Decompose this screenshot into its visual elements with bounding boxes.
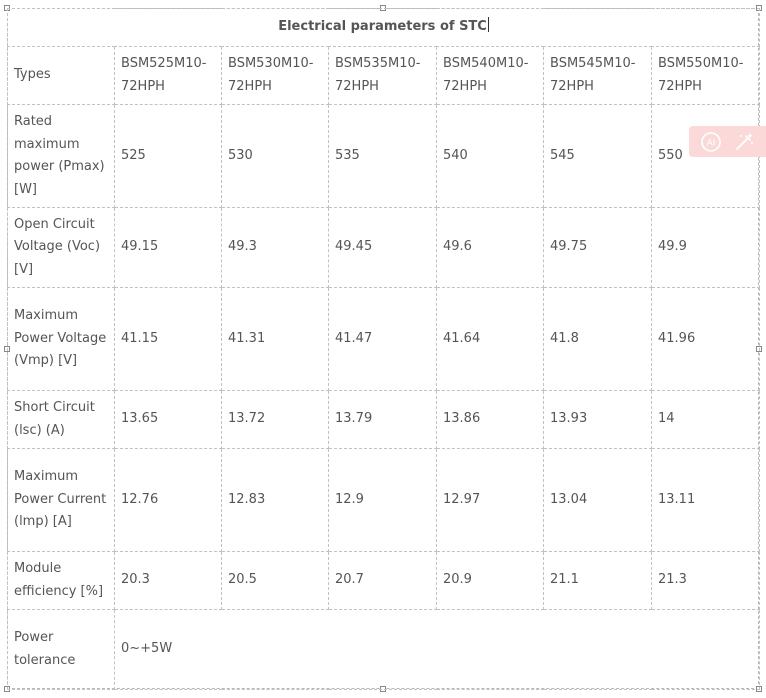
table-cell[interactable]: BSM540M10-72HPH: [436, 46, 544, 105]
table-cell[interactable]: 49.45: [328, 207, 437, 288]
table-cell[interactable]: 13.65: [114, 390, 222, 449]
table-cell[interactable]: 13.79: [328, 390, 437, 449]
table-row: Maximum Power Voltage (Vmp) [V] 41.15 41…: [7, 287, 761, 391]
ai-assistant-icon[interactable]: AI: [699, 130, 723, 154]
row-label-open-circuit-voltage[interactable]: Open Circuit Voltage (Voc) [V]: [7, 207, 115, 288]
table-row: Types BSM525M10-72HPH BSM530M10-72HPH BS…: [7, 46, 761, 105]
table-cell[interactable]: 49.6: [436, 207, 544, 288]
row-label-max-power-current[interactable]: Maximum Power Current (lmp) [A]: [7, 448, 115, 552]
table-cell[interactable]: 530: [221, 104, 329, 208]
table-cell[interactable]: 20.5: [221, 551, 329, 610]
table-cell[interactable]: 21.1: [543, 551, 652, 610]
table-cell-power-tolerance[interactable]: 0~+5W: [113, 609, 761, 690]
table-cell[interactable]: 12.9: [328, 448, 437, 552]
table-cell[interactable]: 41.64: [436, 287, 544, 391]
table-cell[interactable]: BSM525M10-72HPH: [114, 46, 222, 105]
table-cell[interactable]: BSM545M10-72HPH: [543, 46, 652, 105]
table-cell[interactable]: 41.15: [114, 287, 222, 391]
table-row: Power tolerance 0~+5W: [7, 609, 761, 690]
table-title-cell[interactable]: Electrical parameters of STC: [6, 8, 761, 47]
row-label-short-circuit[interactable]: Short Circuit (lsc) (A): [7, 390, 115, 449]
table-cell[interactable]: BSM535M10-72HPH: [328, 46, 437, 105]
magic-wand-icon[interactable]: [732, 130, 756, 154]
table-row: Maximum Power Current (lmp) [A] 12.76 12…: [7, 448, 761, 552]
svg-text:AI: AI: [707, 138, 716, 148]
table-row: Module efficiency [%] 20.3 20.5 20.7 20.…: [7, 551, 761, 610]
table-title: Electrical parameters of STC: [278, 19, 487, 35]
row-label-power-tolerance[interactable]: Power tolerance: [7, 609, 115, 690]
table-cell[interactable]: 49.9: [650, 207, 761, 288]
table-cell[interactable]: 20.9: [436, 551, 544, 610]
row-label-max-power-voltage[interactable]: Maximum Power Voltage (Vmp) [V]: [7, 287, 115, 391]
table-title-row: Electrical parameters of STC: [6, 8, 761, 47]
table-cell[interactable]: 535: [328, 104, 437, 208]
table-row: Short Circuit (lsc) (A) 13.65 13.72 13.7…: [7, 390, 761, 449]
table-cell[interactable]: 41.96: [650, 287, 761, 391]
table-cell[interactable]: 49.3: [221, 207, 329, 288]
table-cell[interactable]: 12.83: [221, 448, 329, 552]
table-cell[interactable]: 12.97: [436, 448, 544, 552]
table-cell[interactable]: 525: [114, 104, 222, 208]
table-row: Open Circuit Voltage (Voc) [V] 49.15 49.…: [7, 207, 761, 288]
table-cell[interactable]: 41.47: [328, 287, 437, 391]
row-label-module-efficiency[interactable]: Module efficiency [%]: [7, 551, 115, 610]
table-cell[interactable]: 13.11: [650, 448, 761, 552]
table-cell[interactable]: 20.3: [114, 551, 222, 610]
table-cell[interactable]: 12.76: [114, 448, 222, 552]
table-cell[interactable]: BSM530M10-72HPH: [221, 46, 329, 105]
table-cell[interactable]: 13.93: [543, 390, 652, 449]
table-cell[interactable]: 20.7: [328, 551, 437, 610]
table-cell[interactable]: 49.15: [114, 207, 222, 288]
table-cell[interactable]: 545: [543, 104, 652, 208]
table-cell[interactable]: 13.86: [436, 390, 544, 449]
table-cell[interactable]: 13.04: [543, 448, 652, 552]
table-cell[interactable]: 13.72: [221, 390, 329, 449]
table-cell[interactable]: 21.3: [650, 551, 761, 610]
row-label-rated-power[interactable]: Rated maximum power (Pmax) [W]: [7, 104, 115, 208]
table-cell[interactable]: 49.75: [543, 207, 652, 288]
table-cell[interactable]: 41.31: [221, 287, 329, 391]
table-cell[interactable]: 540: [436, 104, 544, 208]
row-label-types[interactable]: Types: [7, 46, 115, 105]
table-row: Rated maximum power (Pmax) [W] 525 530 5…: [7, 104, 761, 208]
table-cell[interactable]: 14: [650, 390, 761, 449]
ai-floating-toolbar: AI: [689, 126, 766, 157]
table-cell[interactable]: BSM550M10-72HPH: [650, 46, 761, 105]
table-cell[interactable]: 41.8: [543, 287, 652, 391]
electrical-parameters-table[interactable]: Electrical parameters of STC Types BSM52…: [6, 8, 761, 690]
text-cursor: [487, 17, 489, 33]
